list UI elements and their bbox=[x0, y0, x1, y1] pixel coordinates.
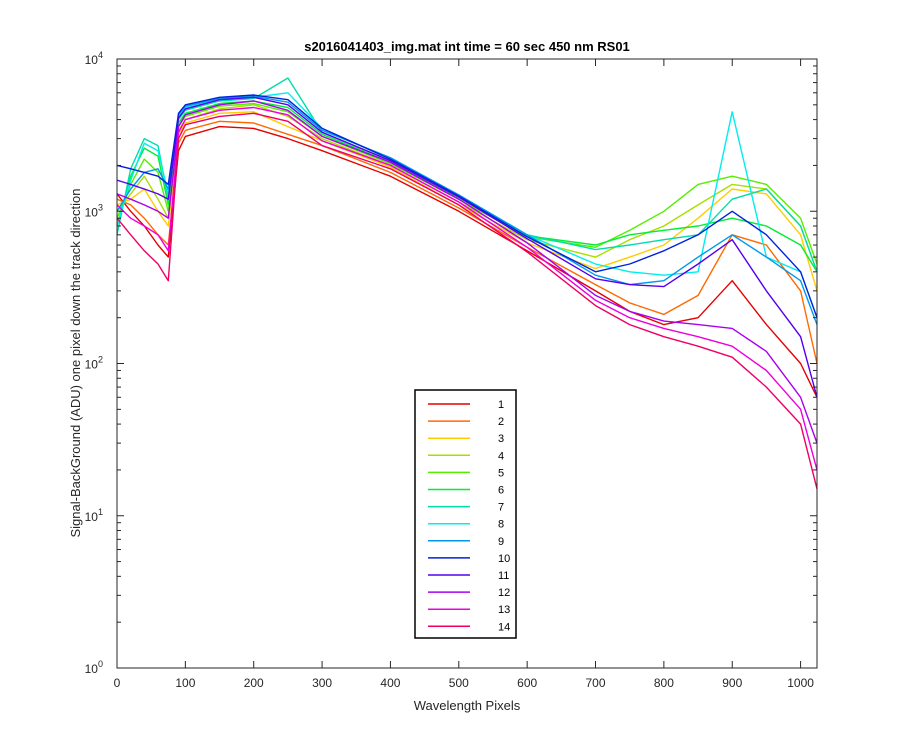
x-tick-label: 100 bbox=[175, 676, 195, 690]
y-tick-label: 102 bbox=[85, 355, 103, 372]
chart-title: s2016041403_img.mat int time = 60 sec 45… bbox=[304, 39, 630, 54]
series-line-1 bbox=[117, 125, 817, 398]
x-tick-label: 700 bbox=[586, 676, 606, 690]
legend-label: 14 bbox=[498, 621, 510, 633]
x-tick-label: 0 bbox=[114, 676, 121, 690]
x-tick-label: 900 bbox=[722, 676, 742, 690]
legend-label: 1 bbox=[498, 399, 504, 411]
x-axis-label: Wavelength Pixels bbox=[414, 698, 521, 713]
legend-label: 3 bbox=[498, 433, 504, 445]
series-line-12 bbox=[117, 100, 817, 444]
series-line-4 bbox=[117, 104, 817, 273]
series-line-13 bbox=[117, 106, 817, 471]
y-tick-label: 101 bbox=[85, 507, 103, 524]
legend-label: 8 bbox=[498, 519, 504, 531]
series-line-11 bbox=[117, 96, 817, 398]
x-tick-label: 400 bbox=[380, 676, 400, 690]
x-tick-label: 800 bbox=[654, 676, 674, 690]
y-axis-label: Signal-BackGround (ADU) one pixel down t… bbox=[68, 188, 83, 537]
series-line-14 bbox=[117, 112, 817, 490]
legend-label: 5 bbox=[498, 467, 504, 479]
y-tick-label: 100 bbox=[85, 659, 103, 676]
legend-label: 2 bbox=[498, 416, 504, 428]
legend-label: 4 bbox=[498, 450, 504, 462]
legend-box bbox=[414, 389, 517, 639]
x-tick-label: 200 bbox=[244, 676, 264, 690]
y-tick-label: 104 bbox=[85, 50, 103, 67]
legend-label: 6 bbox=[498, 485, 504, 497]
x-axis: 0 100 200 300 400 500 600 700 800 900 1000 bbox=[114, 59, 814, 690]
legend-label: 13 bbox=[498, 604, 510, 616]
x-tick-label: 1000 bbox=[787, 676, 814, 690]
series-line-7 bbox=[117, 77, 817, 273]
legend-label: 11 bbox=[498, 570, 509, 582]
x-tick-label: 600 bbox=[517, 676, 537, 690]
plot-area bbox=[116, 58, 818, 669]
series-group bbox=[117, 77, 817, 490]
series-line-10 bbox=[117, 94, 817, 318]
series-line-3 bbox=[117, 111, 817, 292]
legend-label: 10 bbox=[498, 553, 510, 565]
legend-label: 12 bbox=[498, 587, 510, 599]
legend-label: 9 bbox=[498, 536, 504, 548]
y-tick-label: 103 bbox=[85, 202, 103, 219]
series-line-2 bbox=[117, 120, 817, 364]
x-tick-label: 500 bbox=[449, 676, 469, 690]
legend-label: 7 bbox=[498, 502, 504, 514]
x-tick-label: 300 bbox=[312, 676, 332, 690]
series-line-5 bbox=[117, 102, 817, 265]
